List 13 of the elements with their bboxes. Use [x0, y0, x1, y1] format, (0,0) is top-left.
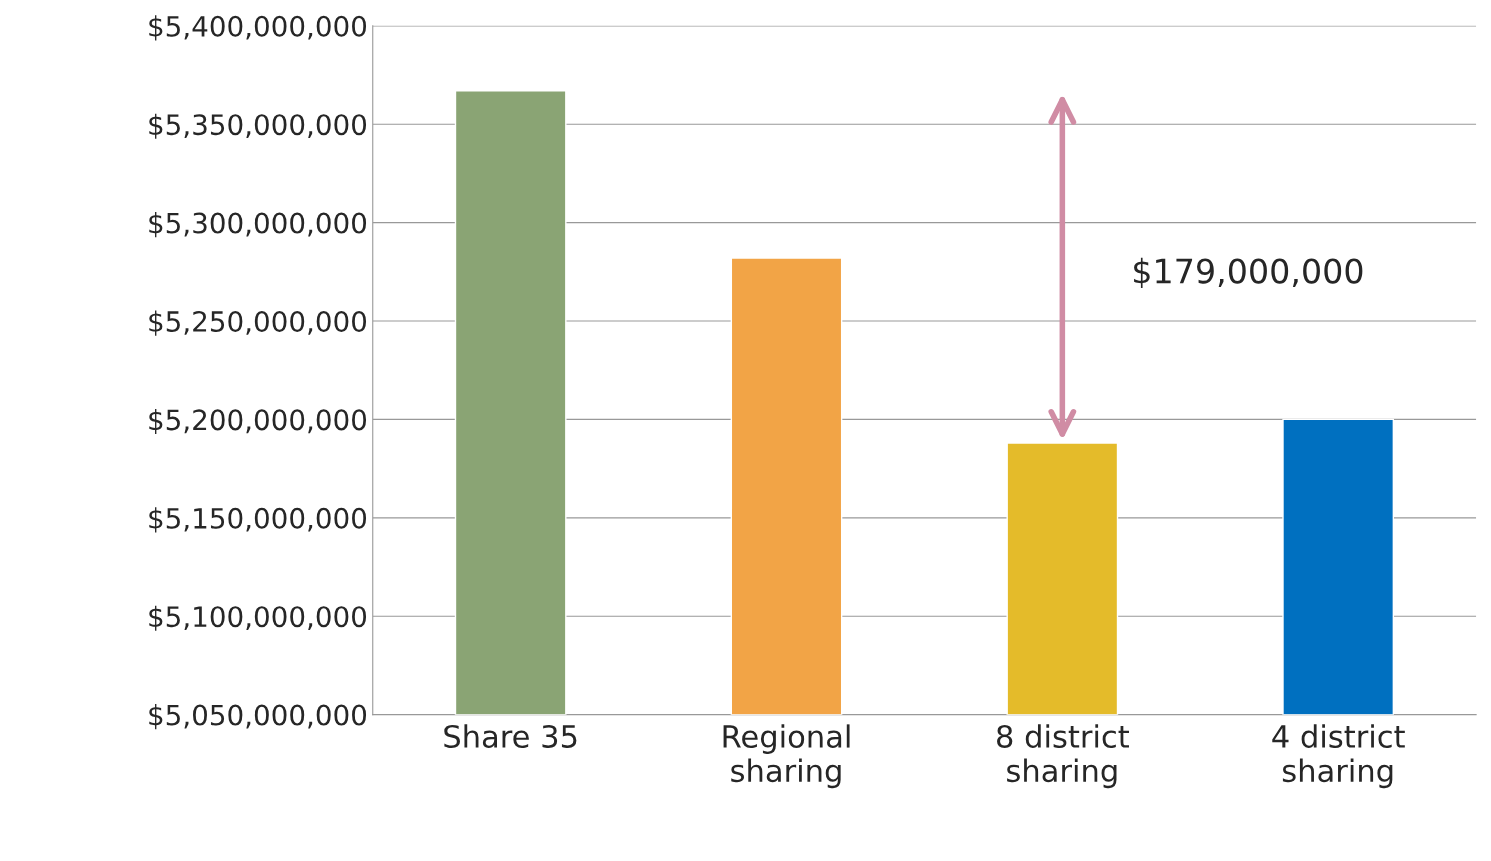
y-tick-label: $5,050,000,000: [149, 704, 367, 730]
y-tick-label: $5,400,000,000: [149, 15, 367, 41]
x-tick-label: Share 35: [444, 724, 577, 748]
y-tick-label: $5,350,000,000: [149, 113, 367, 139]
annotation: $179,000,000: [1134, 257, 1363, 289]
x-tick-label: 4 district sharing: [1272, 724, 1405, 789]
y-tick-label: $5,250,000,000: [149, 310, 367, 336]
y-tick-label: $5,100,000,000: [149, 605, 367, 631]
x-tick-label: 8 district sharing: [997, 724, 1129, 789]
y-tick-label: $5,300,000,000: [149, 212, 367, 238]
y-tick-label: $5,150,000,000: [149, 507, 367, 533]
y-tick-label: $5,200,000,000: [149, 408, 367, 435]
x-tick-label: Regional sharing: [723, 724, 850, 789]
